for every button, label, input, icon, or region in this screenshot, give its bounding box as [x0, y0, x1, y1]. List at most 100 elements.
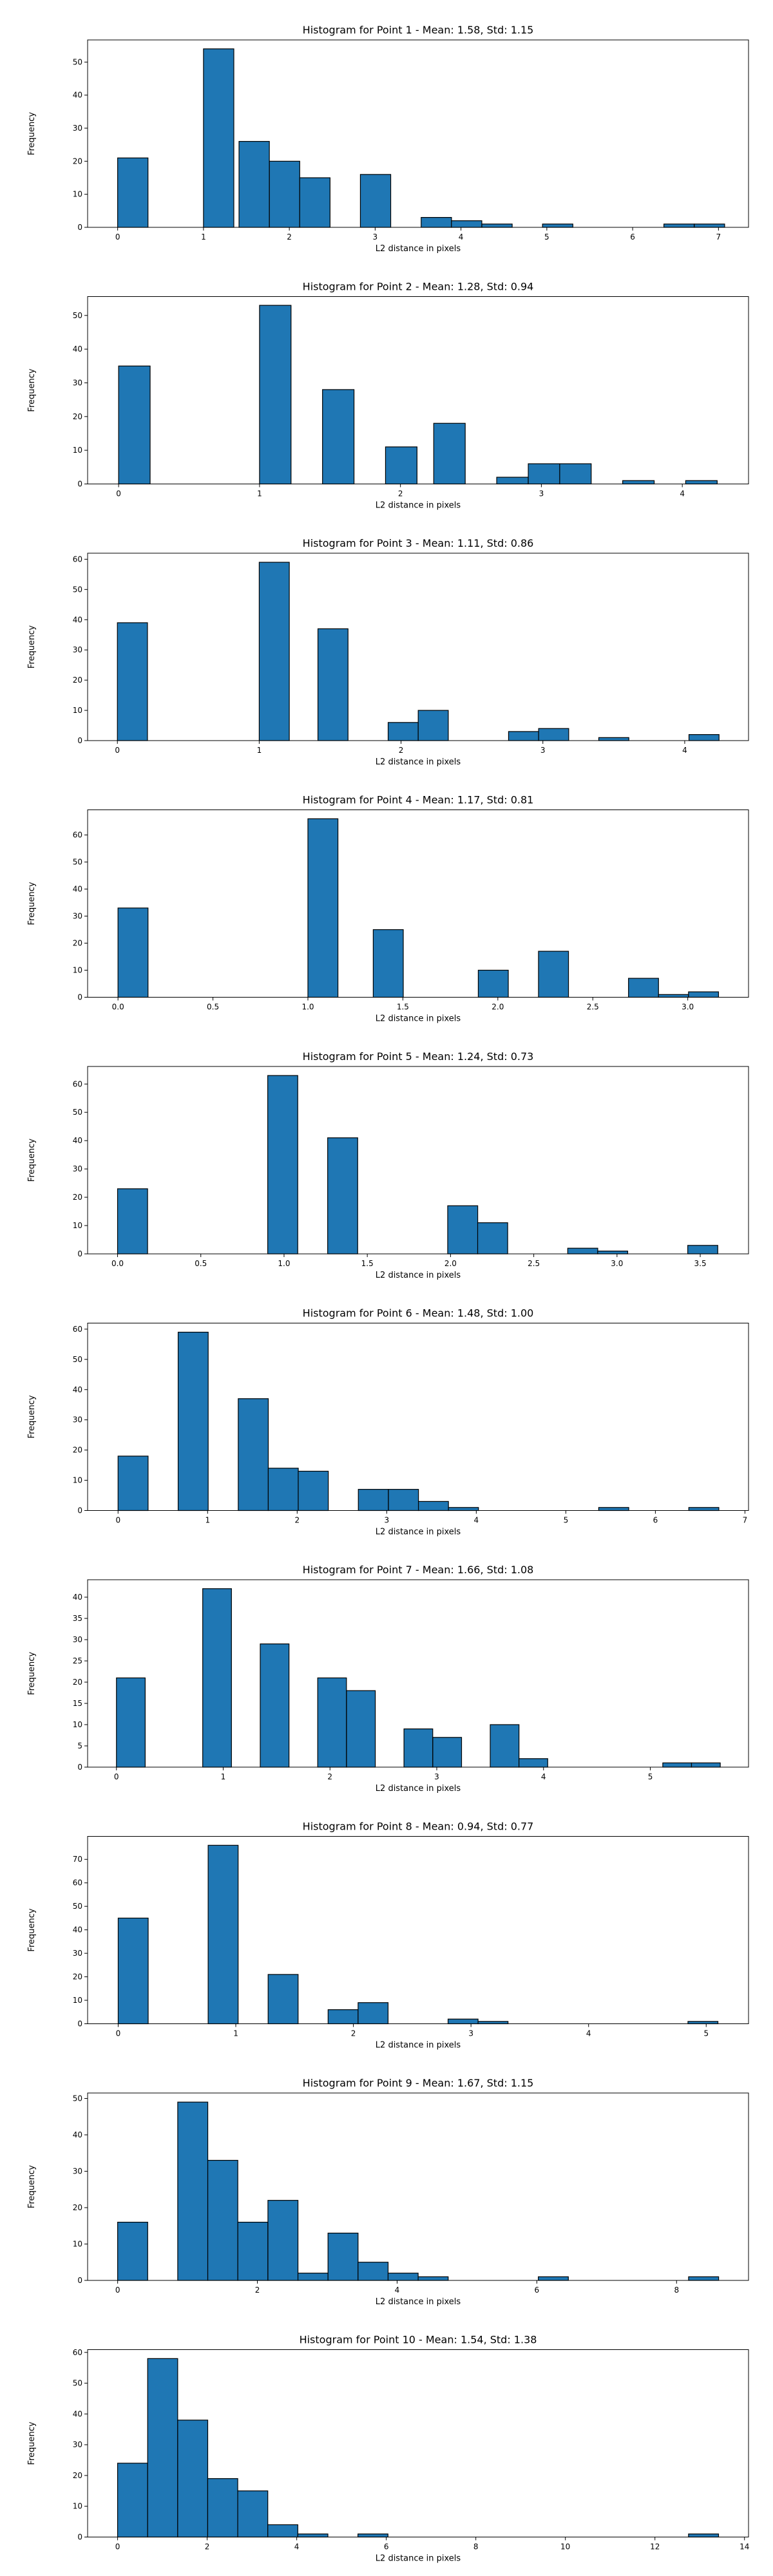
histogram-bar — [267, 1974, 299, 2025]
y-tick-label: 35 — [73, 1614, 82, 1623]
y-tick-label: 10 — [73, 1476, 82, 1485]
x-tick-label: 4 — [474, 1516, 479, 1525]
y-tick-label: 30 — [73, 1416, 82, 1425]
x-tick-label: 10 — [560, 2543, 570, 2552]
y-tick-label: 0 — [77, 993, 82, 1002]
y-tick-label: 40 — [73, 1926, 82, 1935]
bars — [117, 2101, 720, 2281]
chart-title: Histogram for Point 2 - Mean: 1.28, Std:… — [303, 281, 534, 293]
y-axis: 0 10 20 30 40 50 — [73, 57, 88, 232]
y-axis-label: Frequency — [27, 1908, 37, 1951]
histogram-bar — [688, 991, 720, 998]
histogram-bar — [238, 140, 270, 228]
chart-title: Histogram for Point 9 - Mean: 1.67, Std:… — [303, 2077, 534, 2089]
x-tick-label: 7 — [743, 1516, 748, 1525]
plot-frame — [87, 2349, 749, 2537]
histogram-bar — [322, 389, 355, 485]
x-tick-label: 0 — [114, 1772, 119, 1781]
y-tick-label: 20 — [73, 676, 82, 685]
histogram-bar — [207, 1844, 239, 2025]
x-tick-label: 6 — [630, 232, 635, 242]
y-axis: 0 5 10 15 20 25 30 35 40 — [73, 1593, 88, 1772]
y-tick-label: 30 — [73, 912, 82, 921]
histogram-bar — [403, 1728, 434, 1768]
histogram-bar — [538, 2276, 569, 2281]
y-tick-label: 0 — [77, 1506, 82, 1515]
histogram-bar — [658, 994, 689, 998]
histogram-bar — [358, 2533, 388, 2538]
histogram-bar — [432, 1737, 463, 1768]
y-tick-label: 40 — [73, 345, 82, 354]
histogram-bar — [451, 220, 482, 228]
x-axis-label: L2 distance in pixels — [376, 244, 461, 254]
x-tick-label: 0 — [115, 1516, 120, 1525]
chart-title: Histogram for Point 3 - Mean: 1.11, Std:… — [303, 537, 534, 549]
x-tick-label: 4 — [682, 746, 687, 755]
plot-frame — [87, 1066, 749, 1255]
y-axis-label: Frequency — [27, 882, 37, 925]
y-axis-label: Frequency — [27, 1395, 37, 1438]
y-tick-label: 0 — [77, 1249, 82, 1258]
y-tick-label: 20 — [73, 2471, 82, 2480]
y-tick-label: 20 — [73, 939, 82, 948]
x-tick-label: 6 — [653, 1516, 658, 1525]
y-tick-label: 25 — [73, 1656, 82, 1665]
histogram-bar — [688, 734, 720, 741]
y-tick-label: 10 — [73, 2502, 82, 2511]
histogram-bar — [117, 1917, 149, 2025]
histogram-bar — [691, 1762, 721, 1768]
histogram-bar — [387, 2273, 419, 2281]
histogram-bar — [421, 217, 452, 228]
x-tick-label: 0 — [116, 489, 121, 498]
histogram-bar — [622, 480, 655, 485]
histogram-bar — [567, 1247, 598, 1255]
x-axis: 0 1 2 3 4 5 6 7 — [115, 1510, 748, 1525]
x-tick-label: 3 — [468, 2029, 473, 2038]
y-tick-label: 50 — [73, 2094, 82, 2103]
y-tick-label: 10 — [73, 190, 82, 199]
histogram-bar — [117, 157, 149, 228]
y-axis: 0 10 20 30 40 50 — [73, 311, 88, 489]
histogram-bar — [238, 1398, 269, 1511]
x-tick-label: 0.0 — [111, 1259, 124, 1268]
x-tick-label: 1 — [205, 1516, 210, 1525]
histogram-panel-6: Histogram for Point 6 - Mean: 1.48, Std:… — [27, 1307, 749, 1537]
histogram-bar — [177, 2101, 209, 2281]
x-tick-label: 3.0 — [682, 1003, 694, 1012]
y-tick-label: 0 — [77, 223, 82, 232]
histogram-bar — [477, 2021, 509, 2025]
y-axis-label: Frequency — [27, 112, 37, 155]
x-tick-label: 2 — [255, 2286, 260, 2295]
histogram-bar — [147, 2358, 178, 2538]
histogram-bar — [317, 1677, 347, 1768]
y-tick-label: 10 — [73, 1996, 82, 2005]
histogram-bar — [267, 2524, 298, 2538]
x-tick-label: 2 — [294, 1516, 300, 1525]
y-tick-label: 10 — [73, 446, 82, 455]
y-tick-label: 40 — [73, 1593, 82, 1602]
x-tick-label: 1 — [201, 232, 206, 242]
y-tick-label: 0 — [77, 2276, 82, 2285]
x-tick-label: 3.5 — [694, 1259, 707, 1268]
x-tick-label: 1 — [233, 2029, 238, 2038]
y-tick-label: 30 — [73, 1635, 82, 1644]
x-tick-label: 8 — [473, 2543, 479, 2552]
x-axis: 0 1 2 3 4 5 — [116, 2023, 709, 2038]
y-axis-label: Frequency — [27, 1139, 37, 1182]
x-tick-label: 7 — [716, 232, 721, 242]
histogram-bar — [346, 1690, 376, 1768]
histogram-bar — [202, 1588, 232, 1768]
histogram-bar — [177, 1331, 209, 1511]
x-tick-label: 1 — [257, 746, 262, 755]
x-tick-label: 4 — [680, 489, 685, 498]
y-axis-label: Frequency — [27, 1652, 37, 1695]
x-axis: 0.0 0.5 1.0 1.5 2.0 2.5 3.0 — [112, 997, 694, 1012]
histogram-bar — [597, 1251, 629, 1255]
y-tick-label: 10 — [73, 706, 82, 715]
histogram-bar — [490, 1724, 520, 1768]
histogram-bar — [203, 48, 234, 228]
y-tick-label: 20 — [73, 1446, 82, 1455]
histogram-bar — [267, 1075, 298, 1255]
x-axis: 0 2 4 6 8 10 12 14 — [115, 2537, 749, 2552]
